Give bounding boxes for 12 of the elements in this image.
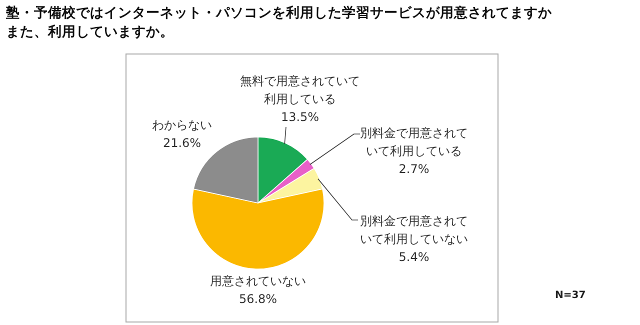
slice-label: わからない (152, 118, 212, 132)
data-label: 2.7% (398, 162, 430, 176)
chart-title: 塾・予備校ではインターネット・パソコンを利用した学習サービスが用意されてますかまた、利用していますか。 (5, 4, 553, 40)
slice-label: 別料金で用意されていて利用していない (360, 214, 468, 246)
text: N=37 (555, 290, 586, 301)
data-label: 13.5% (280, 110, 320, 124)
slice-label: 別料金で用意されていて利用している (360, 126, 468, 158)
data-label: 56.8% (238, 292, 278, 306)
data-label: 21.6% (162, 136, 202, 150)
slice-label: 用意されていない (210, 274, 306, 288)
data-label: 5.4% (398, 250, 430, 264)
slice-label: 無料で用意されていて利用している (240, 74, 360, 106)
